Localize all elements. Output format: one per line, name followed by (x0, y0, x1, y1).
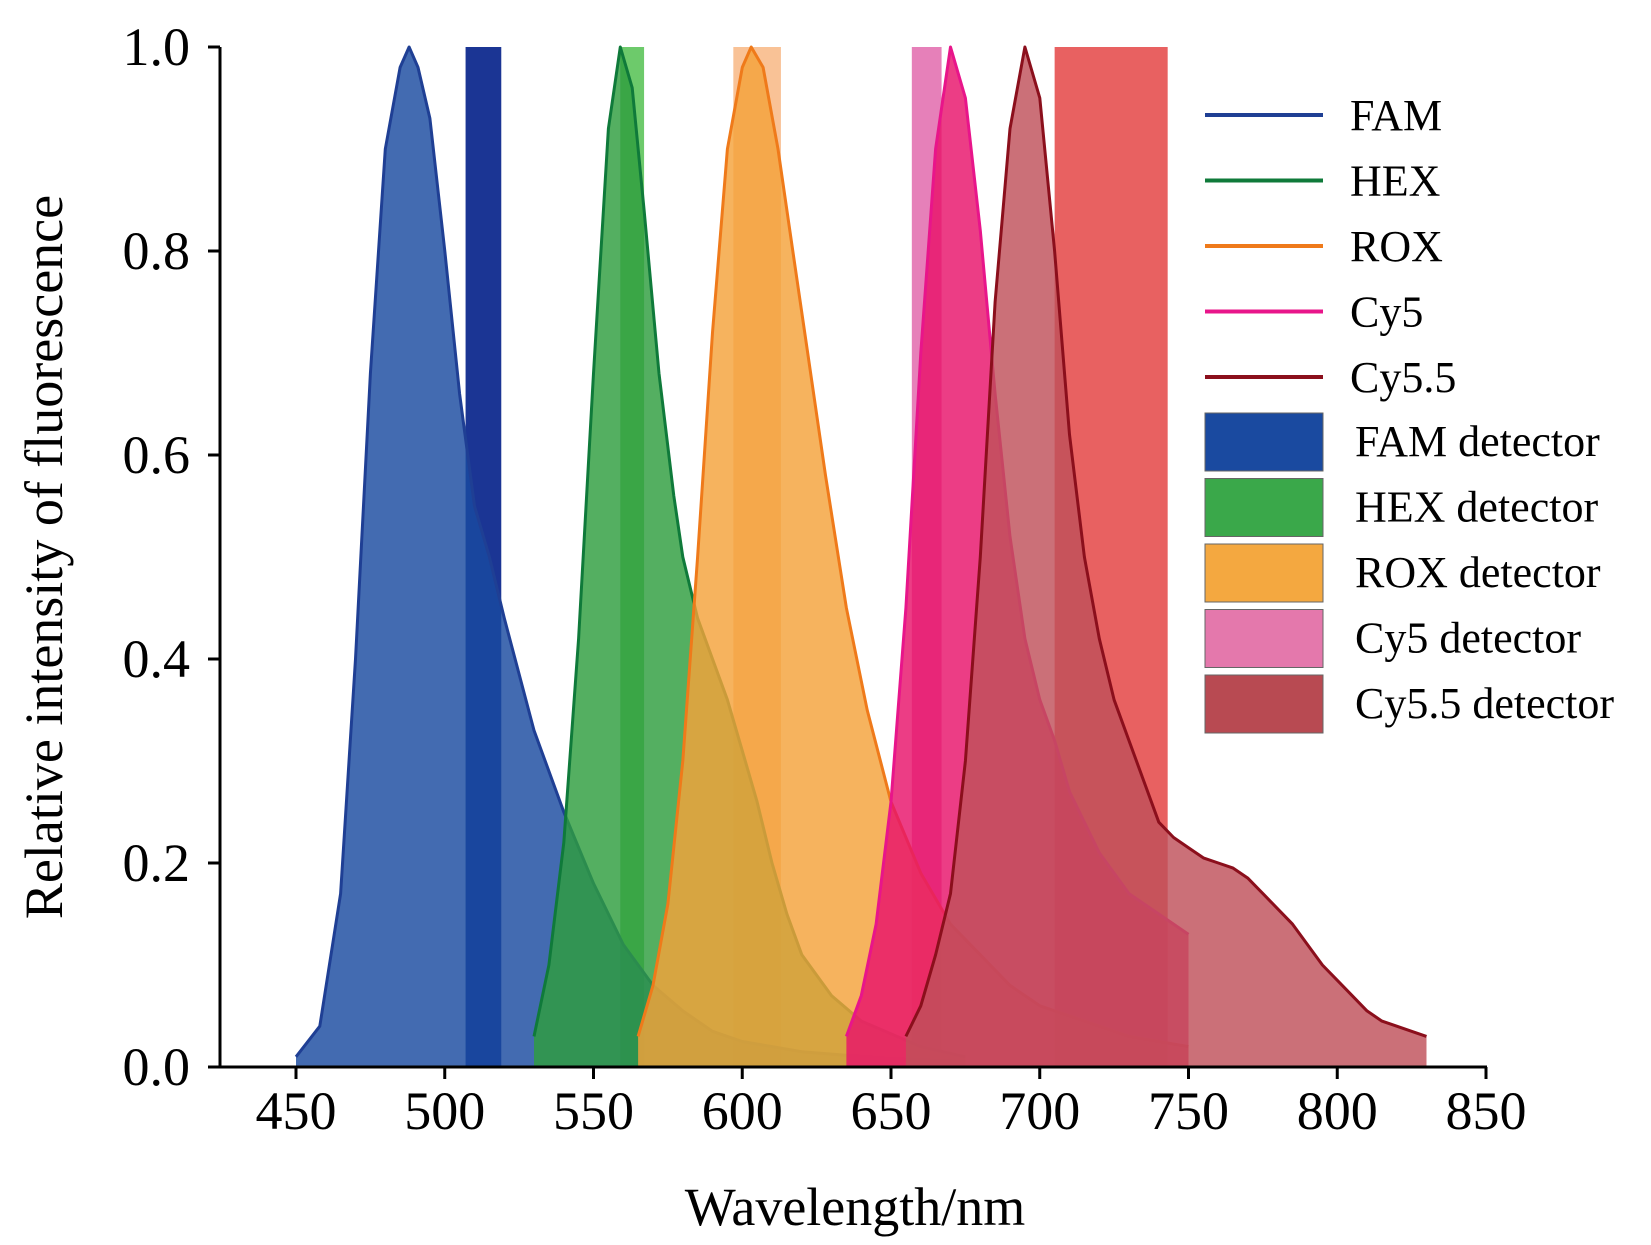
legend-label: HEX detector (1355, 483, 1598, 532)
legend-box-swatch (1204, 674, 1324, 734)
legend-label: HEX (1350, 157, 1440, 206)
y-tick-label: 0.6 (123, 425, 191, 485)
series-area-1 (534, 47, 966, 1067)
y-axis-title: Relative intensity of fluorescence (14, 195, 74, 919)
x-ticks: 450 500 550 600 650 700 750 800 850 (256, 1067, 1527, 1141)
x-tick-label: 500 (404, 1081, 485, 1141)
x-tick-label: 650 (851, 1081, 932, 1141)
legend-label: ROX (1350, 222, 1443, 271)
legend-box-swatch (1204, 412, 1324, 472)
series-area-2 (638, 47, 1189, 1067)
y-ticks: 0.0 0.2 0.4 0.6 0.8 1.0 (123, 17, 220, 1097)
x-tick-label: 850 (1446, 1081, 1527, 1141)
legend-label: FAM detector (1355, 417, 1600, 466)
legend-label: Cy5.5 detector (1355, 679, 1614, 728)
legend-label: ROX detector (1355, 548, 1601, 597)
legend-label: Cy5 (1350, 288, 1423, 337)
axes (210, 47, 1487, 1069)
x-tick-label: 700 (999, 1081, 1080, 1141)
x-tick-label: 600 (702, 1081, 783, 1141)
series-line-4 (904, 45, 1427, 1038)
legend: FAM HEX ROX Cy5 Cy5.5 FAM detector HEX detecto… (1204, 91, 1614, 734)
legend-box-swatch (1204, 543, 1324, 603)
legend-label: FAM (1350, 91, 1442, 140)
y-tick-label: 0.4 (123, 629, 191, 689)
series-area-4 (905, 47, 1427, 1067)
x-tick-label: 450 (256, 1081, 337, 1141)
legend-box-swatch (1204, 609, 1324, 668)
y-tick-label: 1.0 (123, 17, 191, 77)
legend-box-swatch (1204, 478, 1324, 537)
x-axis-title: Wavelength/nm (685, 1177, 1026, 1237)
x-tick-label: 750 (1148, 1081, 1229, 1141)
series-area-3 (846, 47, 1189, 1067)
legend-label: Cy5 detector (1355, 614, 1581, 663)
series-areas (294, 45, 1427, 1067)
y-tick-label: 0.2 (123, 833, 191, 893)
x-tick-label: 800 (1297, 1081, 1378, 1141)
legend-label: Cy5.5 (1350, 353, 1456, 402)
x-tick-label: 550 (553, 1081, 634, 1141)
series-area-0 (296, 47, 966, 1067)
y-tick-label: 0.0 (123, 1037, 191, 1097)
y-tick-label: 0.8 (123, 221, 191, 281)
